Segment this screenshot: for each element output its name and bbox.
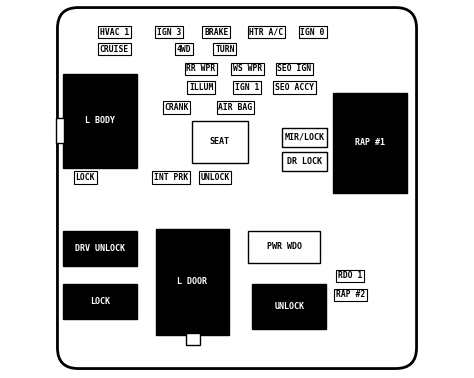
Text: HVAC 1: HVAC 1 (100, 28, 129, 37)
Bar (191, 121, 247, 163)
FancyBboxPatch shape (57, 8, 417, 369)
Text: SEAT: SEAT (210, 137, 229, 146)
Text: UNLOCK: UNLOCK (274, 302, 304, 311)
Text: ILLUM: ILLUM (189, 83, 213, 92)
Text: SEO IGN: SEO IGN (277, 64, 311, 73)
Text: CRANK: CRANK (164, 103, 189, 112)
Text: 4WD: 4WD (177, 45, 191, 54)
Text: AIR BAG: AIR BAG (219, 103, 253, 112)
Text: MIR/LOCK: MIR/LOCK (285, 133, 325, 142)
Text: RDO 1: RDO 1 (338, 271, 363, 280)
Text: RAP #1: RAP #1 (355, 138, 385, 147)
Bar (56, 118, 64, 143)
Text: DR LOCK: DR LOCK (287, 157, 322, 166)
Bar (283, 128, 327, 147)
Text: LOCK: LOCK (75, 173, 95, 182)
Text: INT PRK: INT PRK (154, 173, 188, 182)
Bar (283, 152, 327, 171)
Bar (63, 74, 137, 168)
Bar (186, 333, 200, 345)
Text: UNLOCK: UNLOCK (201, 173, 230, 182)
Text: BRAKE: BRAKE (204, 28, 228, 37)
Text: DRV UNLOCK: DRV UNLOCK (75, 244, 125, 253)
Text: SEO ACCY: SEO ACCY (275, 83, 314, 92)
Text: CRUISE: CRUISE (100, 45, 129, 54)
Text: L DOOR: L DOOR (177, 277, 208, 286)
Text: IGN 1: IGN 1 (235, 83, 259, 92)
Text: WS WPR: WS WPR (233, 64, 262, 73)
Text: RR WPR: RR WPR (186, 64, 216, 73)
Bar (156, 229, 229, 335)
Bar (252, 284, 326, 329)
Text: L BODY: L BODY (85, 116, 115, 125)
Text: TURN: TURN (215, 45, 235, 54)
Text: LOCK: LOCK (90, 297, 110, 306)
Bar (63, 284, 137, 319)
Text: HTR A/C: HTR A/C (249, 28, 283, 37)
Text: RAP #2: RAP #2 (336, 290, 365, 299)
Text: IGN 3: IGN 3 (157, 28, 181, 37)
Bar (248, 231, 320, 263)
Text: IGN 0: IGN 0 (301, 28, 325, 37)
Bar (333, 93, 407, 193)
Text: PWR WDO: PWR WDO (267, 242, 302, 251)
Bar (63, 231, 137, 266)
